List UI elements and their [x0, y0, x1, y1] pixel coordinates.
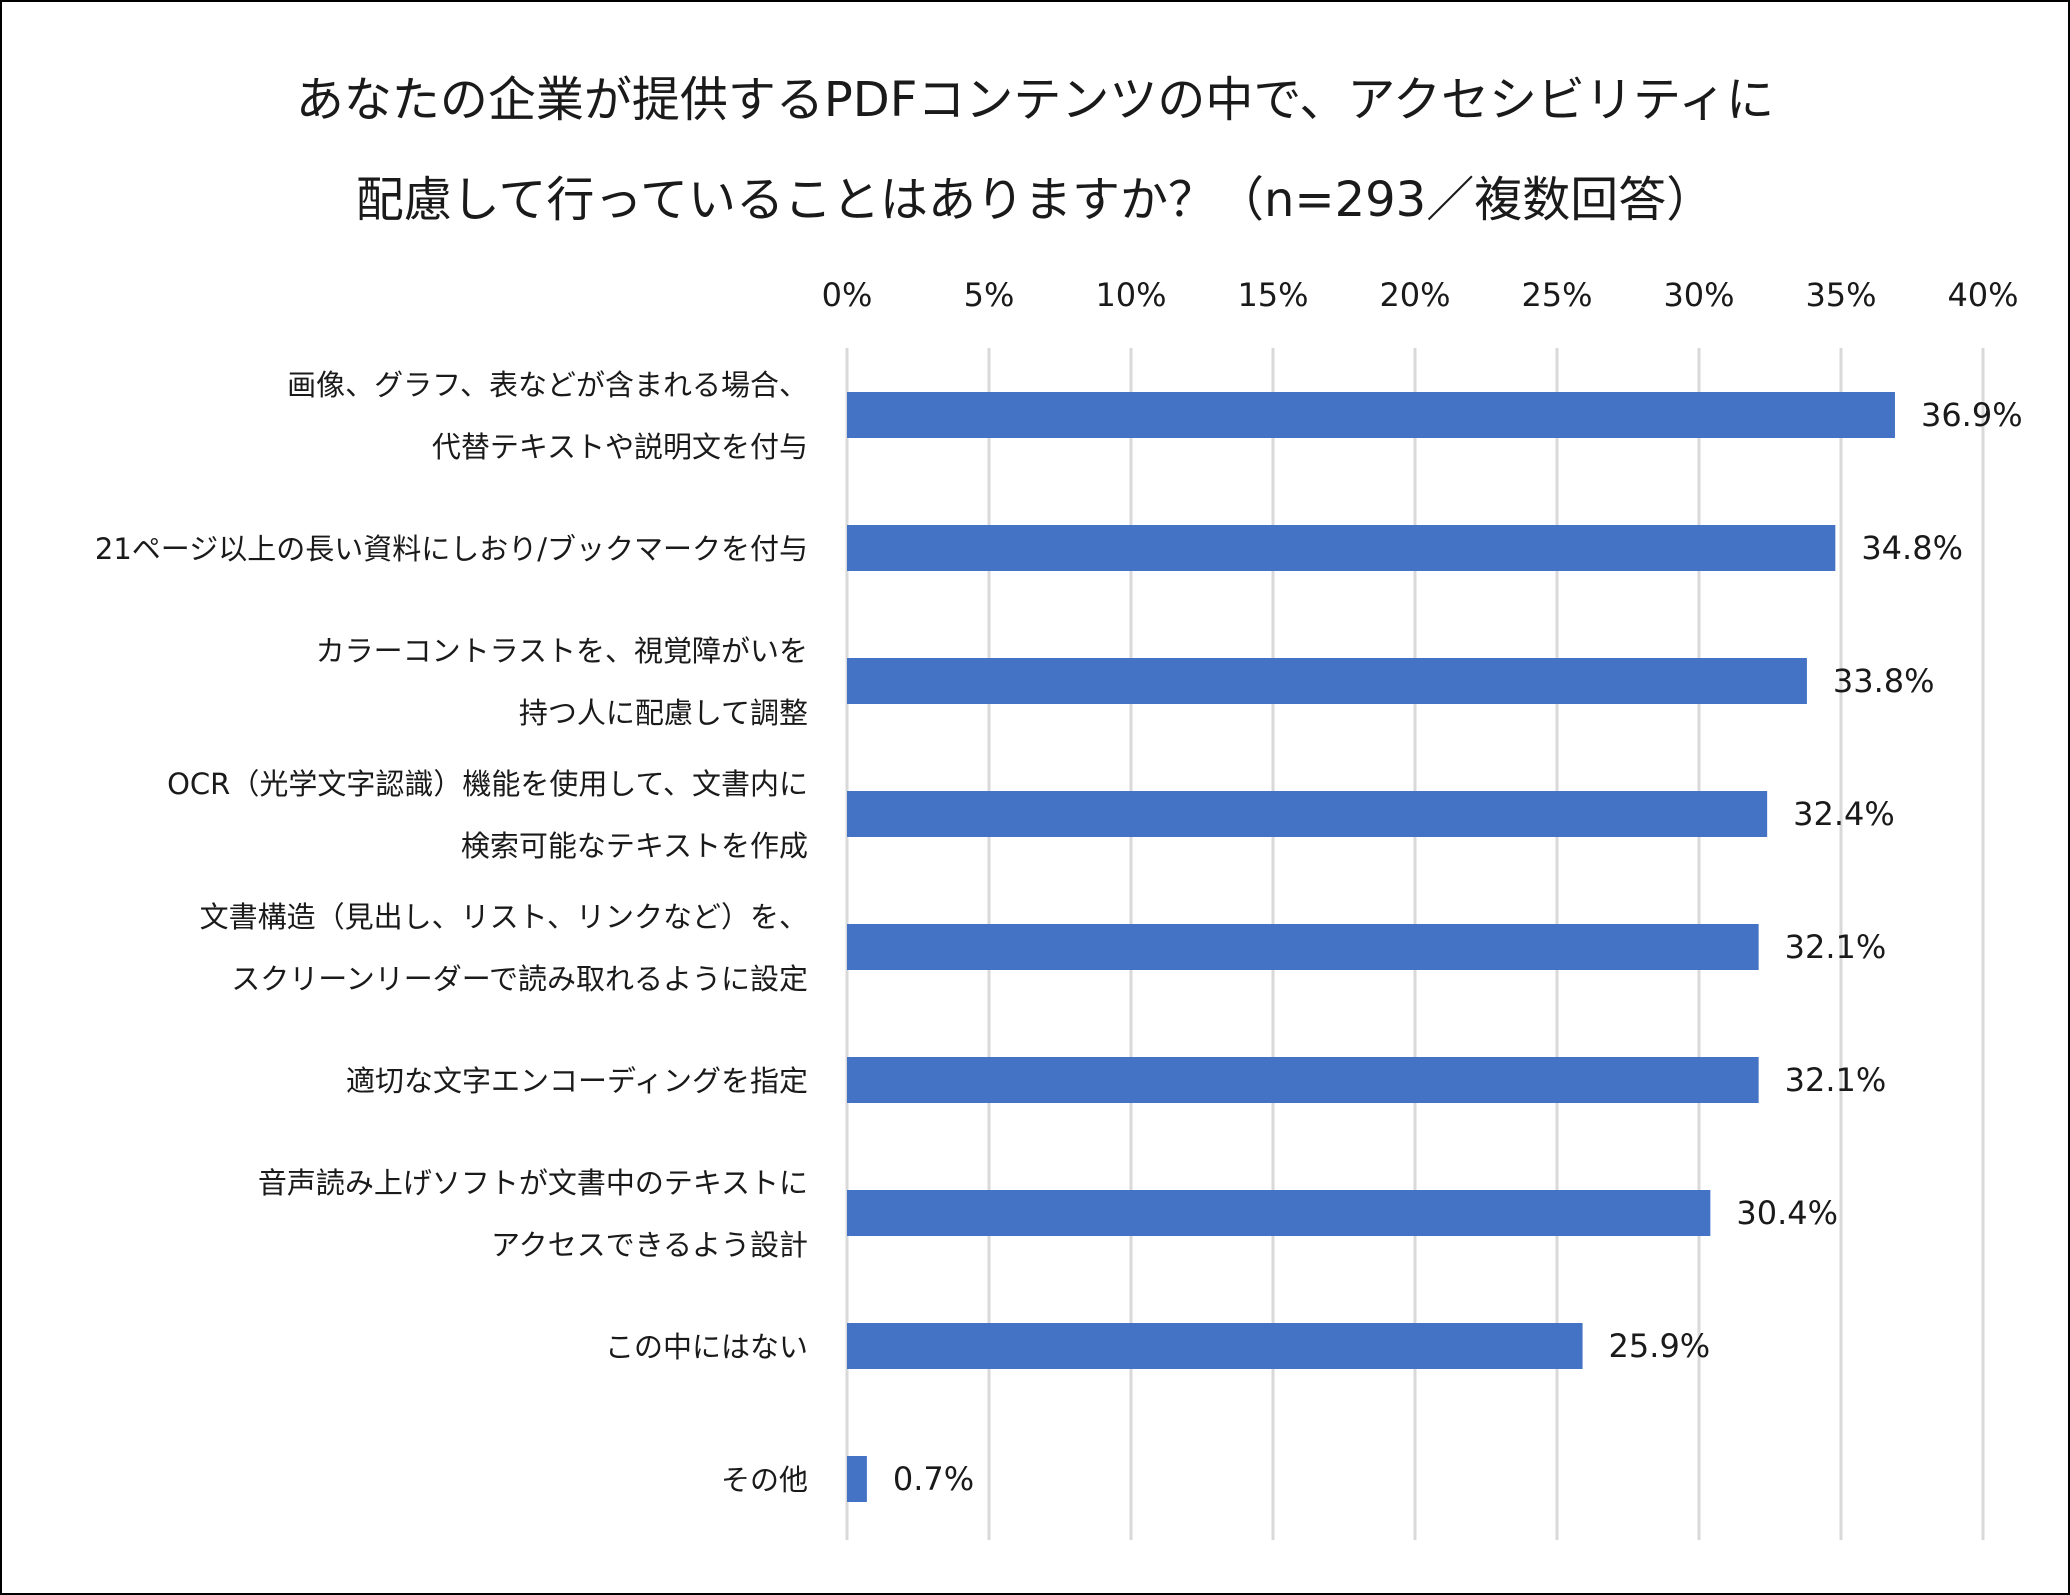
- x-tick-label-30: 30%: [1663, 276, 1734, 314]
- bar-9: [847, 1456, 867, 1502]
- chart-title-line-2: 配慮して行っていることはありますか？（n=293／複数回答）: [355, 172, 1715, 228]
- x-tick-label-15: 15%: [1237, 276, 1308, 314]
- value-label-3: 33.8%: [1833, 662, 1935, 700]
- category-label-4-line-2: 検索可能なテキストを作成: [461, 829, 808, 863]
- bar-2: [847, 525, 1836, 571]
- category-label-2-line-1: 21ページ以上の長い資料にしおり/ブックマークを付与: [95, 532, 808, 566]
- category-label-1-line-1: 画像、グラフ、表などが含まれる場合、: [287, 368, 808, 402]
- category-label-1-line-2: 代替テキストや説明文を付与: [432, 430, 808, 464]
- bar-1: [847, 392, 1895, 438]
- x-tick-label-10: 10%: [1095, 276, 1166, 314]
- value-label-9: 0.7%: [893, 1460, 974, 1498]
- value-label-1: 36.9%: [1921, 396, 2023, 434]
- value-label-7: 30.4%: [1736, 1194, 1838, 1232]
- value-label-2: 34.8%: [1861, 529, 1963, 567]
- x-tick-label-40: 40%: [1947, 276, 2018, 314]
- bar-7: [847, 1190, 1711, 1236]
- category-label-3-line-1: カラーコントラストを、視覚障がいを: [316, 634, 808, 668]
- value-label-8: 25.9%: [1609, 1327, 1711, 1365]
- x-tick-label-20: 20%: [1379, 276, 1450, 314]
- category-label-7-line-1: 音声読み上げソフトが文書中のテキストに: [258, 1166, 808, 1200]
- category-label-4-line-1: OCR（光学文字認識）機能を使用して、文書内に: [167, 767, 808, 801]
- x-tick-label-35: 35%: [1805, 276, 1876, 314]
- bar-5: [847, 924, 1759, 970]
- x-tick-label-25: 25%: [1521, 276, 1592, 314]
- bar-8: [847, 1323, 1583, 1369]
- category-label-5-line-2: スクリーンリーダーで読み取れるように設定: [231, 962, 808, 996]
- category-label-7-line-2: アクセスできるよう設計: [491, 1228, 808, 1262]
- category-label-9-line-1: その他: [721, 1463, 808, 1497]
- bar-6: [847, 1057, 1759, 1103]
- bar-3: [847, 658, 1807, 704]
- category-label-5-line-1: 文書構造（見出し、リスト、リンクなど）を、: [200, 900, 808, 934]
- chart-title-line-1: あなたの企業が提供するPDFコンテンツの中で、アクセシビリティに: [295, 72, 1775, 128]
- value-label-6: 32.1%: [1785, 1061, 1887, 1099]
- value-label-5: 32.1%: [1785, 928, 1887, 966]
- category-label-8-line-1: この中にはない: [605, 1330, 808, 1364]
- x-tick-label-5: 5%: [964, 276, 1015, 314]
- x-tick-label-0: 0%: [822, 276, 873, 314]
- category-label-6-line-1: 適切な文字エンコーディングを指定: [346, 1064, 808, 1098]
- value-label-4: 32.4%: [1793, 795, 1895, 833]
- category-label-3-line-2: 持つ人に配慮して調整: [519, 696, 808, 730]
- bar-4: [847, 791, 1768, 837]
